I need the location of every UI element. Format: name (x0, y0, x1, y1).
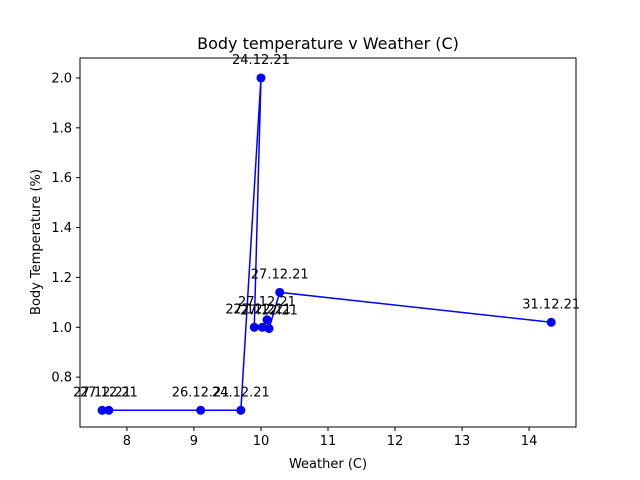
y-tick-label: 1.2 (51, 271, 72, 286)
plot-frame (79, 57, 577, 428)
data-point (256, 73, 266, 83)
point-label: 27.12.21 (80, 385, 138, 400)
point-label: 27.12.21 (233, 302, 291, 317)
y-tick-label: 1.4 (51, 221, 72, 236)
x-tick-label: 14 (521, 434, 538, 449)
data-point (97, 405, 107, 415)
data-point (236, 405, 246, 415)
x-tick-label: 9 (190, 434, 198, 449)
y-tick-label: 1.0 (51, 321, 72, 336)
point-label: 27.12.21 (240, 304, 298, 319)
data-point (546, 317, 556, 327)
data-point (257, 322, 267, 332)
x-tick-label: 11 (320, 434, 337, 449)
x-axis-ticks: 8 9 10 11 12 13 14 (123, 427, 538, 449)
chart-title: Body temperature v Weather (C) (197, 34, 459, 53)
point-label: 27.12.21 (225, 302, 283, 317)
point-label: 24.12.21 (212, 385, 270, 400)
point-label: 27.12.21 (73, 385, 131, 400)
x-tick-label: 10 (253, 434, 270, 449)
x-tick-label: 8 (123, 434, 131, 449)
y-tick-label: 0.8 (51, 371, 72, 386)
x-tick-label: 12 (387, 434, 404, 449)
data-point (104, 405, 114, 415)
point-label: 27.12.21 (238, 295, 296, 310)
x-tick-label: 13 (454, 434, 471, 449)
data-point (275, 287, 285, 297)
point-label: 24.12.21 (232, 53, 290, 68)
data-point (196, 405, 206, 415)
y-tick-label: 1.8 (51, 121, 72, 136)
y-tick-label: 1.6 (51, 171, 72, 186)
point-label: 26.12.21 (172, 385, 230, 400)
y-axis-ticks: 0.8 1.0 1.2 1.4 1.6 1.8 2.0 (51, 71, 80, 386)
data-point (264, 324, 274, 334)
y-axis-label: Body Temperature (%) (29, 169, 44, 315)
data-series (97, 73, 556, 415)
data-point (262, 315, 272, 325)
x-axis-label: Weather (C) (289, 457, 367, 472)
y-tick-label: 2.0 (51, 71, 72, 86)
point-label: 31.12.21 (522, 297, 580, 312)
data-point (249, 322, 259, 332)
point-labels: 31.12.2127.12.2127.12.2127.12.2127.12.21… (73, 53, 580, 400)
point-label: 27.12.21 (251, 267, 309, 282)
